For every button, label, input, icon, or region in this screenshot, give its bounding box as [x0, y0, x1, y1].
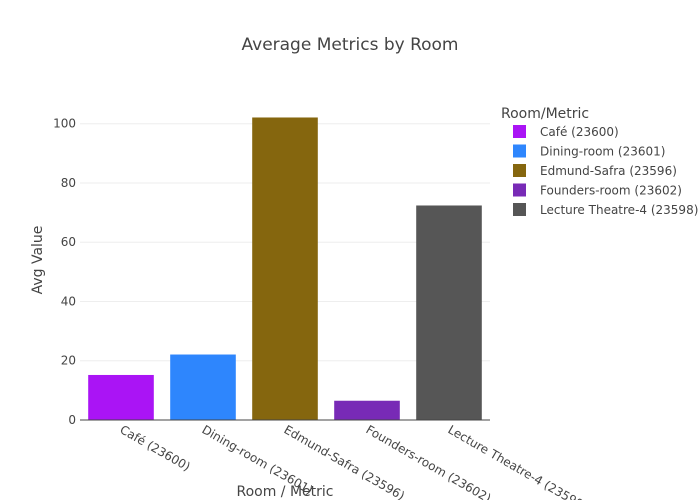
legend-swatch[interactable]	[513, 164, 526, 177]
legend-item-label[interactable]: Dining-room (23601)	[540, 145, 665, 159]
legend-swatch[interactable]	[513, 183, 526, 197]
legend-item-label[interactable]: Café (23600)	[540, 125, 619, 139]
y-tick-label: 100	[53, 117, 76, 131]
chart-title: Average Metrics by Room	[242, 35, 459, 55]
legend-swatch[interactable]	[513, 125, 526, 138]
bars	[88, 117, 482, 421]
bar[interactable]	[416, 205, 482, 420]
y-tick-label: 80	[61, 176, 76, 190]
y-tick-labels: 0 20 40 60 80 100	[53, 117, 76, 427]
y-tick-label: 60	[61, 235, 76, 249]
y-tick-label: 40	[61, 294, 76, 308]
x-axis-title: Room / Metric	[236, 484, 333, 500]
legend-item-label[interactable]: Founders-room (23602)	[540, 184, 682, 198]
legend-swatch[interactable]	[513, 144, 526, 158]
legend-swatch[interactable]	[513, 203, 526, 216]
x-tick-labels: Café (23600) Dining-room (23601)Edmund-Sa…	[118, 422, 590, 500]
x-tick-label: Café (23600)	[118, 422, 193, 473]
bar[interactable]	[334, 400, 400, 420]
legend-item-label[interactable]: Edmund-Safra (23596)	[540, 164, 677, 178]
y-tick-label: 20	[61, 354, 76, 368]
bar[interactable]	[170, 354, 236, 420]
bar[interactable]	[88, 374, 154, 420]
bar[interactable]	[252, 117, 318, 421]
y-tick-label: 0	[68, 413, 76, 427]
y-axis-title: Avg Value	[30, 226, 46, 295]
legend: Room/Metric Café (23600) Dining-room (236…	[501, 106, 698, 217]
legend-title: Room/Metric	[501, 106, 589, 122]
legend-item-label[interactable]: Lecture Theatre-4 (23598)	[540, 203, 698, 217]
